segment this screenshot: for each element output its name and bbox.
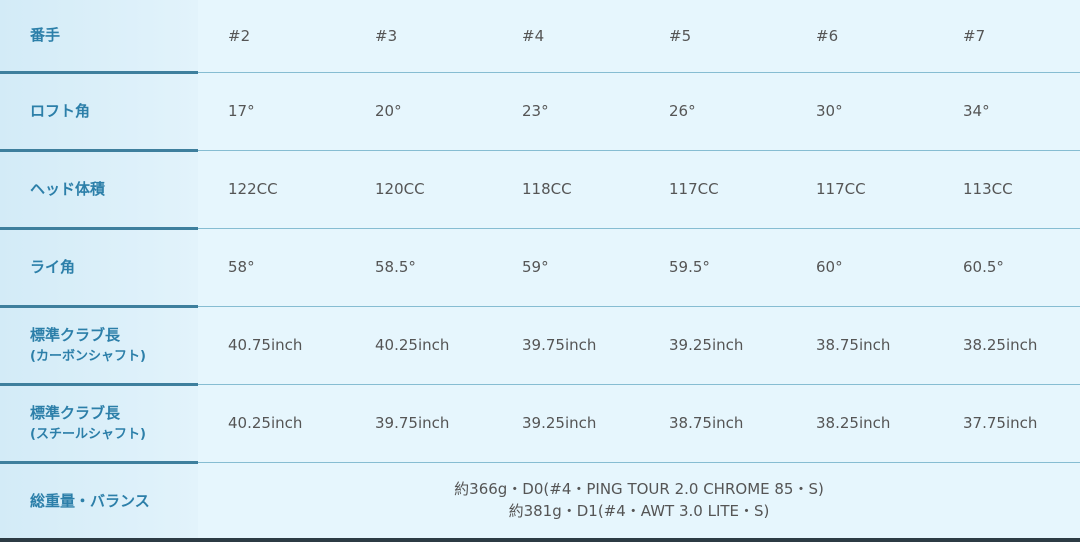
cell-value: 38.75inch [639,384,786,463]
cell-value: 17° [198,72,345,151]
cell-value: #2 [198,0,345,73]
cell-value: 39.75inch [492,306,639,385]
cell-value: 117CC [786,150,933,229]
cell-value: 38.25inch [933,306,1080,385]
table-row: 標準クラブ長 (カーボンシャフト) 40.75inch 40.25inch 39.75i… [0,306,1080,386]
cell-value: 118CC [492,150,639,229]
row-label: ライ角 [0,228,198,308]
cell-value: 26° [639,72,786,151]
cell-value: 59.5° [639,228,786,307]
row-label-text: 標準クラブ長 [30,404,121,422]
cell-value: 60.5° [933,228,1080,307]
row-label-text: ライ角 [30,257,76,276]
row-label: ロフト角 [0,72,198,152]
row-label: ヘッド体積 [0,150,198,230]
row-label-text: 標準クラブ長 [30,326,121,344]
cell-value: 37.75inch [933,384,1080,463]
weight-balance-value: 約366g・D0(#4・PING TOUR 2.0 CHROME 85・S) 約… [198,462,1080,542]
cell-value: 38.25inch [786,384,933,463]
row-label: 番手 [0,0,198,74]
weight-line-2: 約381g・D1(#4・AWT 3.0 LITE・S) [508,502,770,521]
row-label-text: ロフト角 [30,101,91,120]
table-row: ヘッド体積 122CC 120CC 118CC 117CC 117CC 113CC [0,150,1080,230]
cell-value: 23° [492,72,639,151]
row-sublabel: (カーボンシャフト) [30,348,146,364]
cell-value: 120CC [345,150,492,229]
cell-value: #7 [933,0,1080,73]
table-row: 番手 #2 #3 #4 #5 #6 #7 [0,0,1080,74]
cell-value: 58.5° [345,228,492,307]
cell-value: #4 [492,0,639,73]
cell-value: 113CC [933,150,1080,229]
weight-line-1: 約366g・D0(#4・PING TOUR 2.0 CHROME 85・S) [454,479,824,498]
cell-value: 40.25inch [198,384,345,463]
table-row: 標準クラブ長 (スチールシャフト) 40.25inch 39.75inch 39.25i… [0,384,1080,464]
row-sublabel: (スチールシャフト) [30,426,146,442]
cell-value: 39.25inch [492,384,639,463]
cell-value: 59° [492,228,639,307]
cell-value: 122CC [198,150,345,229]
cell-value: 117CC [639,150,786,229]
cell-value: #3 [345,0,492,73]
table-row-weight: 総重量・バランス 約366g・D0(#4・PING TOUR 2.0 CHROM… [0,462,1080,542]
cell-value: 34° [933,72,1080,151]
table-row: ロフト角 17° 20° 23° 26° 30° 34° [0,72,1080,152]
cell-value: 30° [786,72,933,151]
cell-value: 38.75inch [786,306,933,385]
cell-value: 39.75inch [345,384,492,463]
table-row: ライ角 58° 58.5° 59° 59.5° 60° 60.5° [0,228,1080,308]
row-label: 標準クラブ長 (スチールシャフト) [0,384,198,464]
cell-value: 39.25inch [639,306,786,385]
row-label: 総重量・バランス [0,462,198,542]
cell-value: 60° [786,228,933,307]
cell-value: 20° [345,72,492,151]
row-label-text: 番手 [30,26,61,44]
cell-value: #5 [639,0,786,73]
cell-value: 40.75inch [198,306,345,385]
row-label-text: ヘッド体積 [30,179,106,198]
cell-value: 58° [198,228,345,307]
row-label: 標準クラブ長 (カーボンシャフト) [0,306,198,386]
cell-value: #6 [786,0,933,73]
cell-value: 40.25inch [345,306,492,385]
